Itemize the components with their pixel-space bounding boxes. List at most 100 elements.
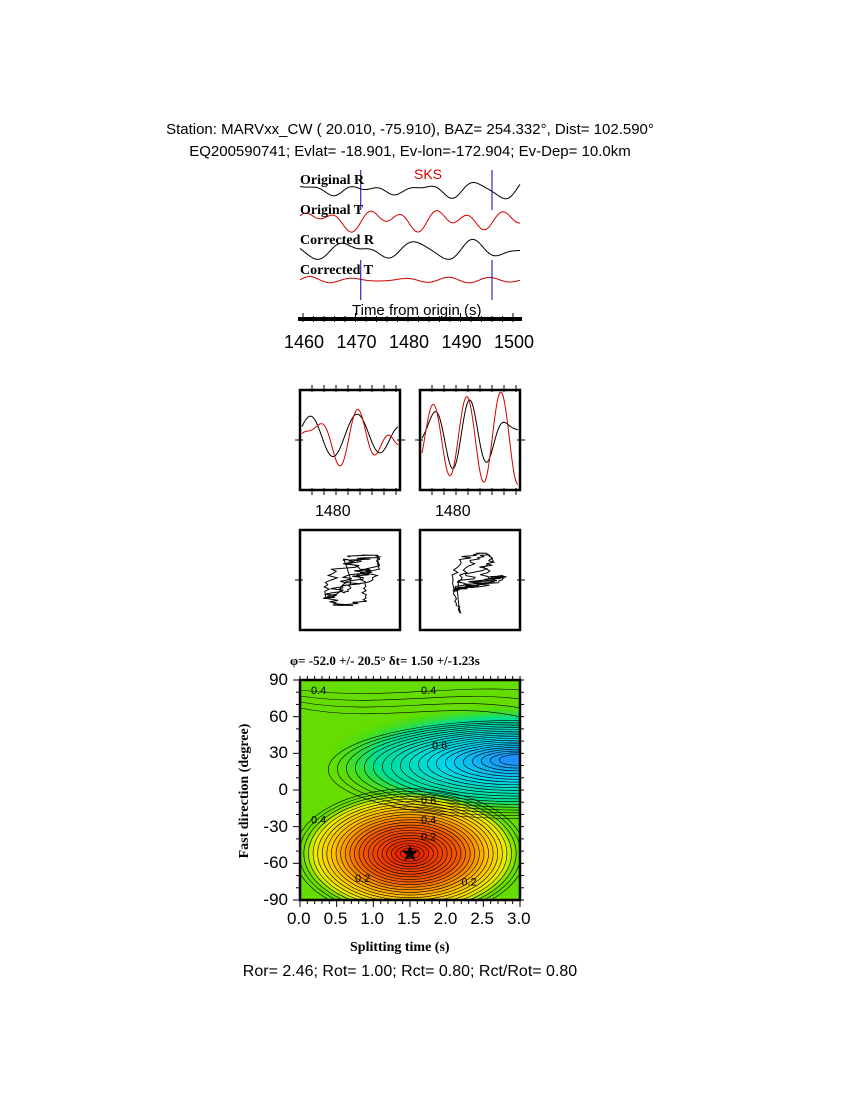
trace-label: Corrected R	[300, 233, 374, 248]
time-tick-label: 1480	[389, 332, 430, 352]
contour-line	[367, 829, 453, 878]
energy-contour-map: 0.4 0.4 0.6 0.6 0.4 0.4 0.2 0.2 0.2	[293, 676, 524, 907]
x-tick-label: 1.0	[360, 909, 384, 928]
y-tick-label: -30	[263, 816, 288, 836]
contour-line	[300, 788, 520, 900]
contour-line	[372, 832, 448, 875]
contour-line	[364, 727, 520, 808]
contour-line	[363, 827, 457, 880]
contour-line	[490, 752, 520, 769]
time-tick-label: 1500	[494, 332, 535, 352]
chart-title: φ= -52.0 +/- 20.5° δt= 1.50 +/-1.23s	[290, 653, 480, 668]
contour-line	[300, 707, 520, 718]
contour-line	[445, 743, 520, 783]
contour-line	[331, 809, 489, 898]
panel-tick-label: 1480	[315, 503, 351, 520]
particle-motion-path	[451, 552, 507, 614]
time-tick-label: 1490	[441, 332, 482, 352]
y-tick-label: 60	[269, 706, 288, 726]
y-tick-label: 30	[269, 743, 288, 763]
waveform-panels	[295, 385, 525, 632]
contour-label: 0.4	[421, 685, 436, 697]
contour-line	[427, 739, 520, 788]
phase-label: SKS	[414, 166, 443, 182]
x-axis-label: Splitting time (s)	[350, 940, 450, 955]
x-tick-label: 2.0	[433, 909, 458, 928]
contour-line	[390, 842, 430, 865]
y-tick-label: -90	[263, 890, 288, 909]
contour-line	[312, 798, 508, 900]
trace-label: Original R	[300, 173, 365, 188]
contour-line	[308, 796, 512, 900]
contour-label: 0.4	[421, 814, 436, 826]
trace-waveform	[299, 182, 521, 200]
contour-line	[344, 816, 476, 891]
x-tick-label: 3.0	[507, 909, 531, 928]
contour-label: 0.4	[311, 685, 326, 697]
panel-tick-label: 1480	[435, 503, 471, 520]
contour-field	[300, 680, 520, 900]
contour-line	[300, 695, 520, 701]
slow-waveform	[421, 391, 519, 485]
event-info: EQ200590741; Evlat= -18.901, Ev-lon=-172…	[189, 143, 631, 160]
x-tick-label: 1.5	[397, 909, 421, 928]
time-tick-label: 1460	[284, 332, 325, 352]
x-tick-label: 0.5	[323, 909, 348, 928]
contour-line	[481, 750, 520, 772]
contour-line	[436, 741, 520, 786]
trace-label: Corrected T	[300, 263, 373, 278]
x-tick-label: 2.5	[470, 909, 494, 928]
trace-waveform	[299, 210, 520, 233]
fast-waveform	[301, 413, 399, 458]
time-tick-label: 1470	[336, 332, 377, 352]
x-tick-label: 0.0	[287, 909, 311, 928]
particle-motion-panel	[418, 528, 522, 632]
contour-line	[300, 701, 520, 709]
contour-label: 0.4	[311, 814, 326, 826]
seismogram-traces	[298, 170, 522, 322]
contour-line	[391, 732, 520, 800]
fast-waveform	[421, 399, 519, 470]
contour-label: 0.2	[461, 877, 476, 889]
contour-line	[321, 803, 499, 900]
contour-label: 0.6	[432, 740, 447, 752]
y-tick-label: 0	[278, 780, 288, 799]
particle-motion-path	[322, 554, 382, 606]
y-tick-label: -60	[263, 853, 288, 873]
contour-line	[386, 840, 434, 867]
contour-line	[400, 734, 520, 797]
ratio-summary: Ror= 2.46; Rot= 1.00; Rct= 0.80; Rct/Rot…	[242, 963, 578, 980]
trace-waveform	[299, 238, 521, 260]
y-axis-label: Fast direction (degree)	[237, 723, 252, 859]
contour-line	[354, 822, 466, 885]
contour-line	[317, 801, 503, 900]
contour-line	[337, 721, 520, 816]
trace-waveform	[299, 276, 521, 284]
waveform-panel	[298, 388, 402, 492]
maximum-region	[326, 704, 520, 815]
contour-line	[373, 729, 520, 805]
contour-line	[409, 736, 520, 794]
contour-line	[300, 688, 520, 694]
contour-line	[346, 723, 520, 814]
contour-line	[300, 790, 520, 900]
trace-label: Original T	[300, 203, 364, 218]
contour-line	[381, 837, 439, 870]
contour-line	[340, 814, 480, 893]
contour-line	[335, 811, 485, 896]
y-tick-label: 90	[269, 670, 288, 689]
star-icon	[401, 845, 419, 861]
contour-line	[418, 738, 520, 791]
contour-line	[349, 819, 471, 888]
station-info: Station: MARVxx_CW ( 20.010, -75.910), B…	[166, 121, 654, 138]
contour-line	[454, 745, 520, 780]
contour-label: 0.2	[355, 873, 370, 885]
contour-line	[472, 748, 520, 774]
contour-label: 0.2	[421, 831, 436, 843]
time-axis-label: Time from origin (s)	[352, 302, 482, 319]
contour-line	[463, 747, 520, 777]
contour-line	[499, 754, 520, 766]
contour-line	[328, 720, 520, 819]
